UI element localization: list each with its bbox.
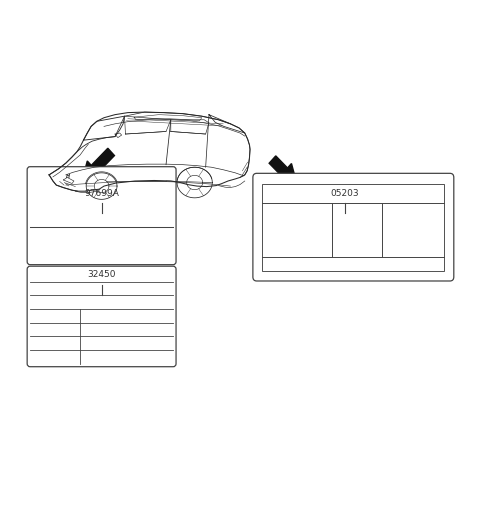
FancyBboxPatch shape xyxy=(27,266,176,367)
Polygon shape xyxy=(277,164,297,185)
Polygon shape xyxy=(82,161,102,183)
Text: 05203: 05203 xyxy=(331,189,360,198)
Text: H: H xyxy=(66,174,70,179)
Bar xyxy=(263,184,444,271)
FancyBboxPatch shape xyxy=(27,167,176,265)
Text: 97699A: 97699A xyxy=(84,189,119,198)
Text: 32450: 32450 xyxy=(87,270,116,280)
Polygon shape xyxy=(91,148,114,173)
Polygon shape xyxy=(269,156,288,175)
FancyBboxPatch shape xyxy=(253,173,454,281)
